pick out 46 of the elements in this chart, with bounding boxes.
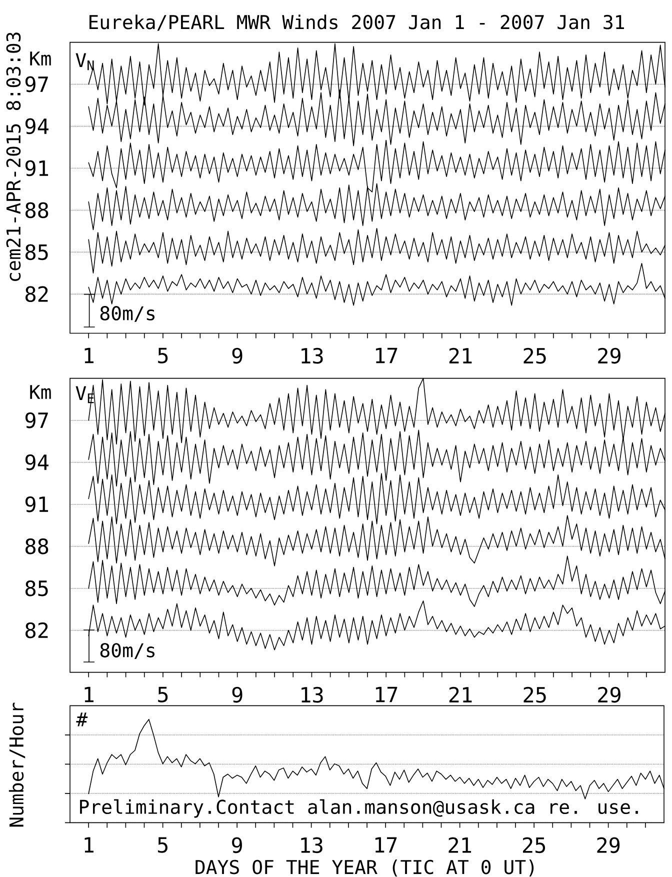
x-tick-label: 1 bbox=[84, 686, 94, 702]
x-tick-label: 25 bbox=[522, 837, 546, 854]
x-tick-label: 13 bbox=[302, 686, 323, 703]
y-tick-label: 94 bbox=[25, 454, 48, 470]
annotation: 80m/s bbox=[100, 643, 154, 659]
y-axis-title: Number/Hour bbox=[8, 702, 26, 827]
x-tick-label: 9 bbox=[232, 686, 242, 703]
x-tick-label: 29 bbox=[598, 686, 620, 703]
y-tick-label: 88 bbox=[26, 202, 48, 218]
x-tick-label: 21 bbox=[449, 686, 472, 702]
y-tick-label: 94 bbox=[25, 118, 48, 134]
y-tick-label: 82 bbox=[26, 286, 48, 302]
x-tick-label: 13 bbox=[302, 348, 323, 364]
x-tick-label: 29 bbox=[598, 348, 620, 364]
y-tick-label: 82 bbox=[26, 622, 48, 638]
y-tick-label: 97 bbox=[25, 76, 48, 92]
x-tick-label: 9 bbox=[232, 837, 242, 854]
x-tick-label: 25 bbox=[524, 686, 546, 703]
x-tick-label: 5 bbox=[158, 348, 168, 364]
x-tick-label: 5 bbox=[158, 686, 168, 702]
x-tick-label: 21 bbox=[448, 837, 472, 853]
x-tick-label: 29 bbox=[597, 837, 620, 854]
y-axis-title: Km bbox=[30, 385, 51, 399]
chart-title: Eureka/PEARL MWR Winds 2007 Jan 1 - 2007 Jan 31 bbox=[90, 14, 624, 31]
y-tick-label: 91 bbox=[25, 160, 48, 176]
x-tick-label: 25 bbox=[524, 348, 546, 364]
x-tick-label: 21 bbox=[449, 348, 472, 364]
x-tick-label: 17 bbox=[376, 686, 398, 702]
y-tick-label: 91 bbox=[25, 496, 48, 512]
text: cem21-APR-2015 8:03:03 bbox=[6, 32, 21, 282]
y-tick-label: 88 bbox=[26, 538, 48, 554]
y-tick-label: 97 bbox=[25, 412, 48, 428]
x-axis-title: DAYS OF THE YEAR (TIC AT 0 UT) bbox=[196, 860, 534, 876]
x-tick-label: 5 bbox=[158, 837, 168, 853]
annotation: # bbox=[76, 712, 88, 726]
x-tick-label: 17 bbox=[375, 837, 397, 853]
y-tick-label: 85 bbox=[26, 244, 48, 260]
x-tick-label: 17 bbox=[376, 348, 398, 364]
annotation: Preliminary.Contact alan.manson@usask.ca re. use. bbox=[80, 799, 638, 818]
x-tick-label: 13 bbox=[301, 837, 322, 854]
y-tick-label: 85 bbox=[26, 580, 48, 596]
y-axis-title: Km bbox=[30, 52, 51, 66]
x-tick-label: 9 bbox=[232, 348, 242, 364]
x-tick-label: 1 bbox=[84, 837, 94, 853]
annotation: 80m/s bbox=[100, 306, 154, 322]
x-tick-label: 1 bbox=[84, 348, 94, 364]
